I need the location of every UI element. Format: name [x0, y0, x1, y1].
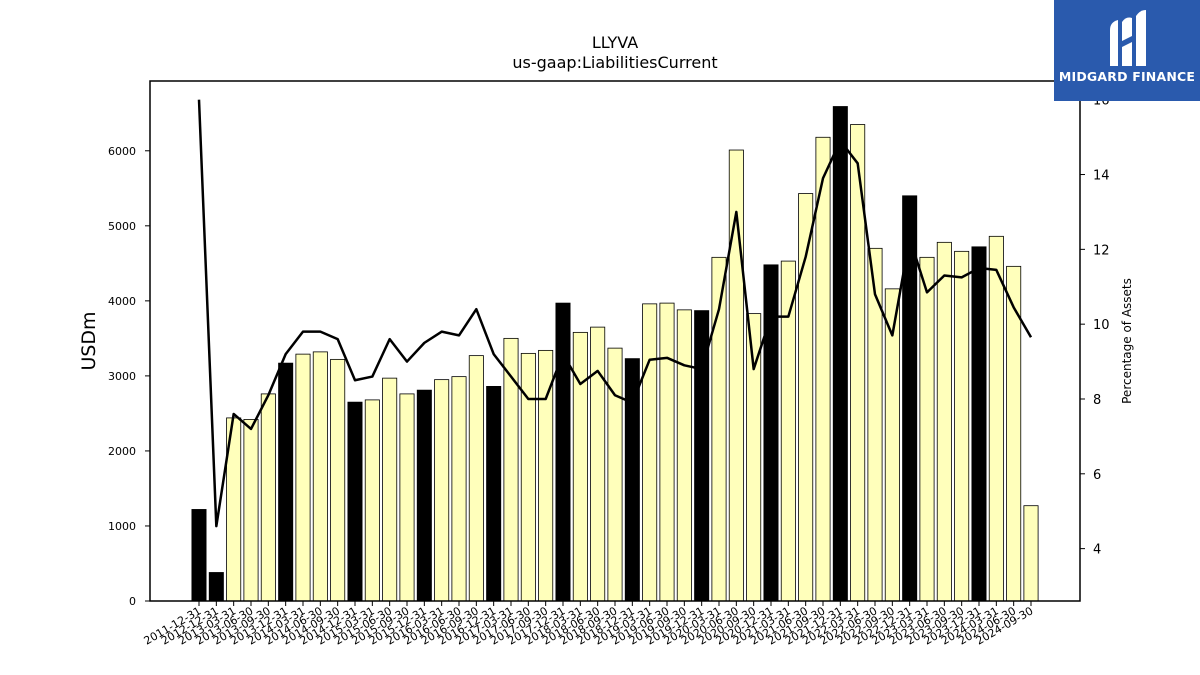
bar-2023-06-30: [936, 241, 952, 602]
bar-2021-03-31: [780, 260, 796, 602]
brand-logo: MIDGARD FINANCE: [1054, 0, 1200, 101]
y2-tick-label: 10: [1093, 318, 1110, 333]
bar-2023-12-31: [971, 246, 987, 602]
bar-2017-12-31: [555, 302, 571, 602]
bar-2019-09-30: [676, 309, 692, 602]
bar-2016-09-30: [468, 355, 484, 602]
midgard-logo-icon: [1110, 10, 1146, 66]
bar-2015-09-30: [399, 393, 415, 602]
bar-2013-09-30: [260, 393, 276, 602]
pct-of-assets-line: [197, 99, 1033, 528]
bar-2012-12-31: [208, 572, 224, 602]
y-tick-label: 6000: [108, 145, 136, 158]
bar-2024-03-31: [988, 235, 1004, 602]
y2-tick-label: 12: [1093, 243, 1110, 258]
y2-tick-label: 4: [1093, 543, 1101, 558]
bar-2023-03-31: [919, 256, 935, 602]
bar-2019-06-30: [659, 302, 675, 602]
y2-tick-label: 8: [1093, 393, 1101, 408]
brand-name: MIDGARD FINANCE: [1058, 69, 1196, 84]
y-tick-label: 5000: [108, 220, 136, 233]
bar-2016-03-31: [434, 379, 450, 602]
bar-2021-12-31: [832, 106, 848, 602]
bar-2024-09-30: [1023, 505, 1039, 602]
bar-2023-09-30: [954, 250, 970, 602]
chart-subtitle: us-gaap:LiabilitiesCurrent: [512, 53, 717, 72]
chart-title: LLYVA: [592, 33, 638, 52]
line-group: [197, 99, 1033, 528]
bar-2015-03-31: [364, 399, 380, 602]
bar-2013-06-30: [243, 419, 259, 602]
bar-2015-12-31: [416, 389, 432, 602]
bar-2016-06-30: [451, 376, 467, 602]
bar-2016-12-31: [486, 385, 502, 602]
bars-group: [191, 106, 1039, 602]
bar-2020-12-31: [763, 264, 779, 602]
bar-2022-06-30: [867, 247, 883, 602]
bar-2015-06-30: [382, 377, 398, 602]
bar-2014-12-31: [347, 401, 363, 602]
bar-2021-09-30: [815, 136, 831, 602]
y2-axis-label: Percentage of Assets: [1120, 278, 1134, 404]
y-tick-label: 1000: [108, 520, 136, 533]
bar-2018-12-31: [624, 358, 640, 602]
bar-2013-12-31: [278, 362, 294, 602]
y2-tick-label: 6: [1093, 468, 1101, 483]
y2-tick-label: 14: [1093, 169, 1110, 184]
y-tick-label: 4000: [108, 295, 136, 308]
bar-2011-12-31: [191, 509, 207, 602]
y-tick-label: 0: [129, 595, 136, 608]
y-tick-label: 3000: [108, 370, 136, 383]
bar-2018-09-30: [607, 347, 623, 602]
bar-2014-09-30: [330, 358, 346, 602]
bar-2018-03-31: [572, 331, 588, 602]
y-tick-label: 2000: [108, 445, 136, 458]
y-axis-label: USDm: [78, 311, 100, 370]
bar-2014-06-30: [312, 351, 328, 602]
bar-2018-06-30: [590, 326, 606, 602]
bar-2014-03-31: [295, 353, 311, 602]
bar-2019-03-31: [642, 303, 658, 602]
